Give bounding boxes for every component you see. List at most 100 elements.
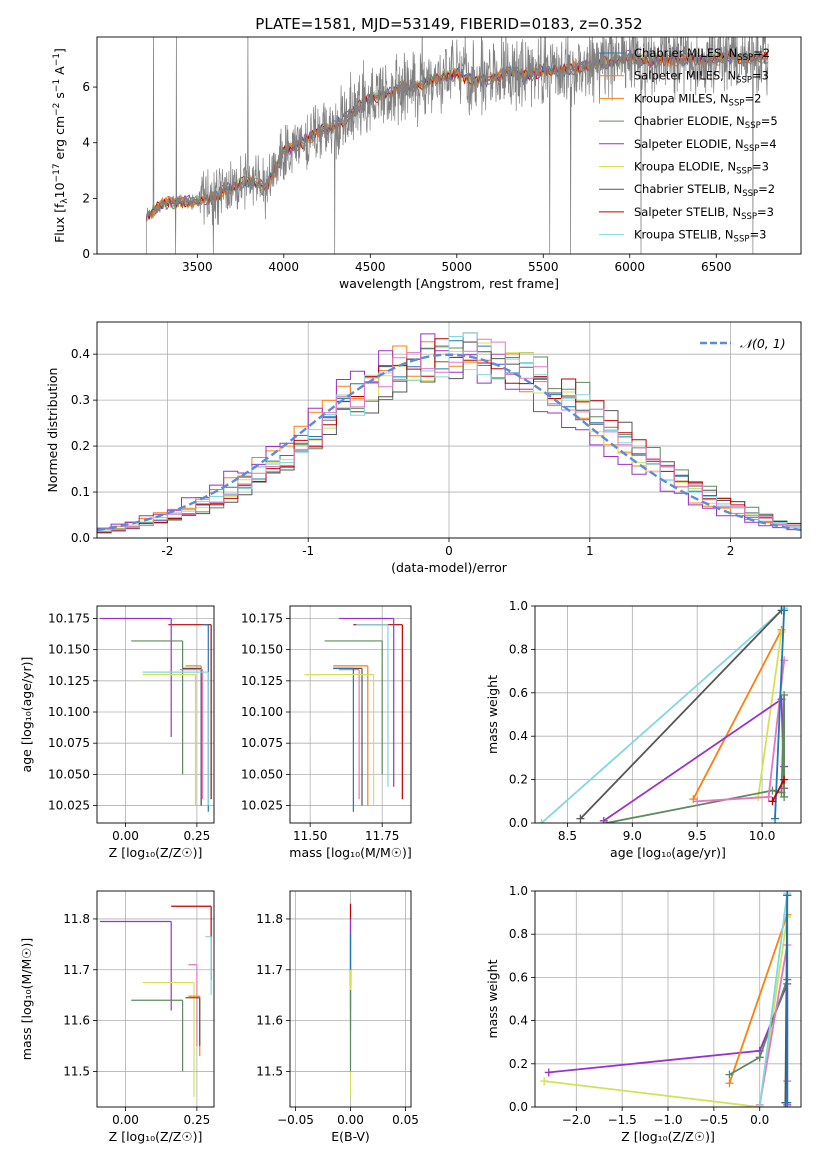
y-tick-label: 1.0 [509, 599, 528, 613]
mass-weight-marker [780, 792, 789, 801]
mass-weight-marker [768, 797, 777, 806]
mass-weight-marker [540, 1077, 549, 1086]
legend-entry: Chabrier STELIB, NSSP=2 [634, 182, 775, 199]
legend-entry-sub: SSP [729, 98, 745, 108]
y-tick-label: 2 [82, 191, 90, 205]
axes-frame [534, 605, 802, 824]
y-tick-label: 11.5 [63, 1064, 90, 1078]
plot-area [540, 891, 792, 1107]
mass-weight-marker [602, 819, 611, 823]
legend-entry-label: Kroupa ELODIE, N [634, 160, 736, 174]
axes: 3500 4000 4500 5000 5500 6000 6500 0 2 4 6 waveleng… [52, 36, 802, 291]
y-tick-label: 0.2 [71, 439, 90, 453]
legend-entry-sub: SSP [745, 121, 761, 131]
plot-area [99, 905, 212, 1097]
mass-weight-marker [544, 1068, 553, 1077]
mass-weight-line [757, 631, 783, 798]
y-tick-label: 0.2 [509, 773, 528, 787]
x-axis-label: (data-model)/error [391, 560, 508, 575]
mass-weight-marker [764, 792, 773, 801]
y-tick-label: 11.6 [63, 1014, 90, 1028]
y-tick-label: 10.025 [48, 799, 90, 813]
x-tick-label: 6500 [701, 260, 732, 274]
legend-entry-label: Kroupa MILES, N [634, 91, 729, 105]
y-tick-label: 6 [82, 80, 90, 94]
mass-weight-line [579, 609, 783, 820]
legend-entry: Salpeter ELODIE, NSSP=4 [634, 137, 777, 154]
y-tick-label: 0.6 [509, 686, 528, 700]
mass-weight-vs-age-panel: 8.5 9.0 9.5 10.0 0.0 0.2 0.4 0.6 0.8 1.0 age [log₁… [485, 599, 802, 860]
x-tick-label: −0.05 [277, 1113, 314, 1127]
mass-weight-line [728, 914, 789, 1084]
axes-frame [289, 605, 412, 824]
x-tick-label: −0.5 [699, 1113, 728, 1127]
x-tick-label: −2.0 [562, 1113, 591, 1127]
x-tick-label: 0 [445, 544, 453, 558]
legend-entry-value: =2 [744, 91, 761, 105]
mass-weight-line [544, 916, 789, 1107]
mass-weight-marker [725, 1079, 734, 1088]
mass-weight-line [771, 779, 785, 802]
legend-entry: Chabrier MILES, NSSP=2 [634, 46, 770, 63]
y-tick-label: 11.5 [256, 1064, 283, 1078]
x-tick-label: 0.00 [112, 829, 139, 843]
x-axis-label: wavelength [Angstrom, rest frame] [339, 276, 559, 291]
x-tick-label: 0.0 [750, 1113, 769, 1127]
mass-weight-marker [783, 1098, 792, 1107]
x-tick-label: 11.50 [293, 829, 327, 843]
y-axis-label-part: −1 [52, 79, 62, 92]
legend-entry-sub: SSP [736, 167, 752, 177]
age-vs-metallicity-panel: 0.00 0.25 10.025 10.050 10.075 10.100 10.125 10… [19, 605, 215, 860]
x-tick-label: -2 [161, 544, 173, 558]
legend-entry-sub: SSP [744, 144, 760, 154]
grid-lines [290, 606, 411, 823]
legend-entry-value: =3 [752, 160, 769, 174]
legend-entry-value: =3 [749, 228, 766, 242]
x-axis-label: mass [log₁₀(M/M☉)] [289, 845, 411, 860]
mass-weight-line [774, 610, 785, 819]
y-axis-label: mass weight [485, 959, 500, 1038]
y-axis-label: Normed distribution [45, 368, 60, 493]
mass-weight-marker [755, 1103, 764, 1107]
mass-weight-marker [780, 690, 789, 699]
x-tick-label: -1 [302, 544, 314, 558]
y-tick-label: 10.100 [241, 705, 283, 719]
data-spectrum-line [143, 37, 769, 254]
y-tick-label: 10.175 [48, 611, 90, 625]
mass-weight-marker [780, 775, 789, 784]
mass-weight-marker [693, 797, 702, 806]
y-tick-label: 0.3 [71, 393, 90, 407]
y-axis-label-part: λ [60, 198, 70, 204]
axes: 8.5 9.0 9.5 10.0 0.0 0.2 0.4 0.6 0.8 1.0 age [log₁… [485, 599, 802, 860]
x-axis-label: Z [log₁₀(Z/Z☉)] [621, 1129, 715, 1144]
legend-entry: Kroupa STELIB, NSSP=3 [634, 228, 766, 245]
legend-entry-value: =4 [760, 137, 777, 151]
mass-weight-marker [777, 788, 786, 797]
y-tick-label: 11.8 [63, 912, 90, 926]
y-tick-label: 11.7 [256, 963, 283, 977]
y-tick-label: 0.8 [509, 927, 528, 941]
y-tick-label: 0.0 [509, 816, 528, 830]
axes: -2 -1 0 1 2 0.0 0.1 0.2 0.3 0.4 (data-model)/error… [45, 321, 802, 575]
axes-frame [96, 605, 215, 824]
legend-entry-value: =3 [757, 205, 774, 219]
mass-weight-marker [771, 814, 780, 823]
mass-vs-ebv-panel: −0.05 0.00 0.05 11.5 11.6 11.7 11.8 E(B-V) [256, 890, 419, 1144]
x-tick-label: 1 [586, 544, 594, 558]
y-tick-label: 0.0 [509, 1100, 528, 1114]
x-tick-label: 0.25 [184, 1113, 211, 1127]
y-axis-label: Flux [fλ10−17 erg cm−2 s−1 A−1] [52, 48, 70, 243]
x-axis-label: E(B-V) [331, 1129, 370, 1144]
y-tick-label: 0.0 [71, 531, 90, 545]
x-tick-label: 9.5 [688, 829, 707, 843]
axes-frame [96, 36, 802, 255]
y-tick-label: 10.175 [241, 611, 283, 625]
y-tick-label: 0.4 [509, 1014, 528, 1028]
y-tick-label: 10.075 [241, 736, 283, 750]
plot-area [143, 37, 769, 254]
mass-weight-line [692, 629, 783, 800]
axes: −2.0 −1.5 −1.0 −0.5 0.0 0.0 0.2 0.4 0.6 0.8 1.0 Z [… [485, 884, 802, 1144]
x-tick-label: 0.25 [184, 829, 211, 843]
legend-entry-label: Chabrier ELODIE, N [634, 114, 745, 128]
